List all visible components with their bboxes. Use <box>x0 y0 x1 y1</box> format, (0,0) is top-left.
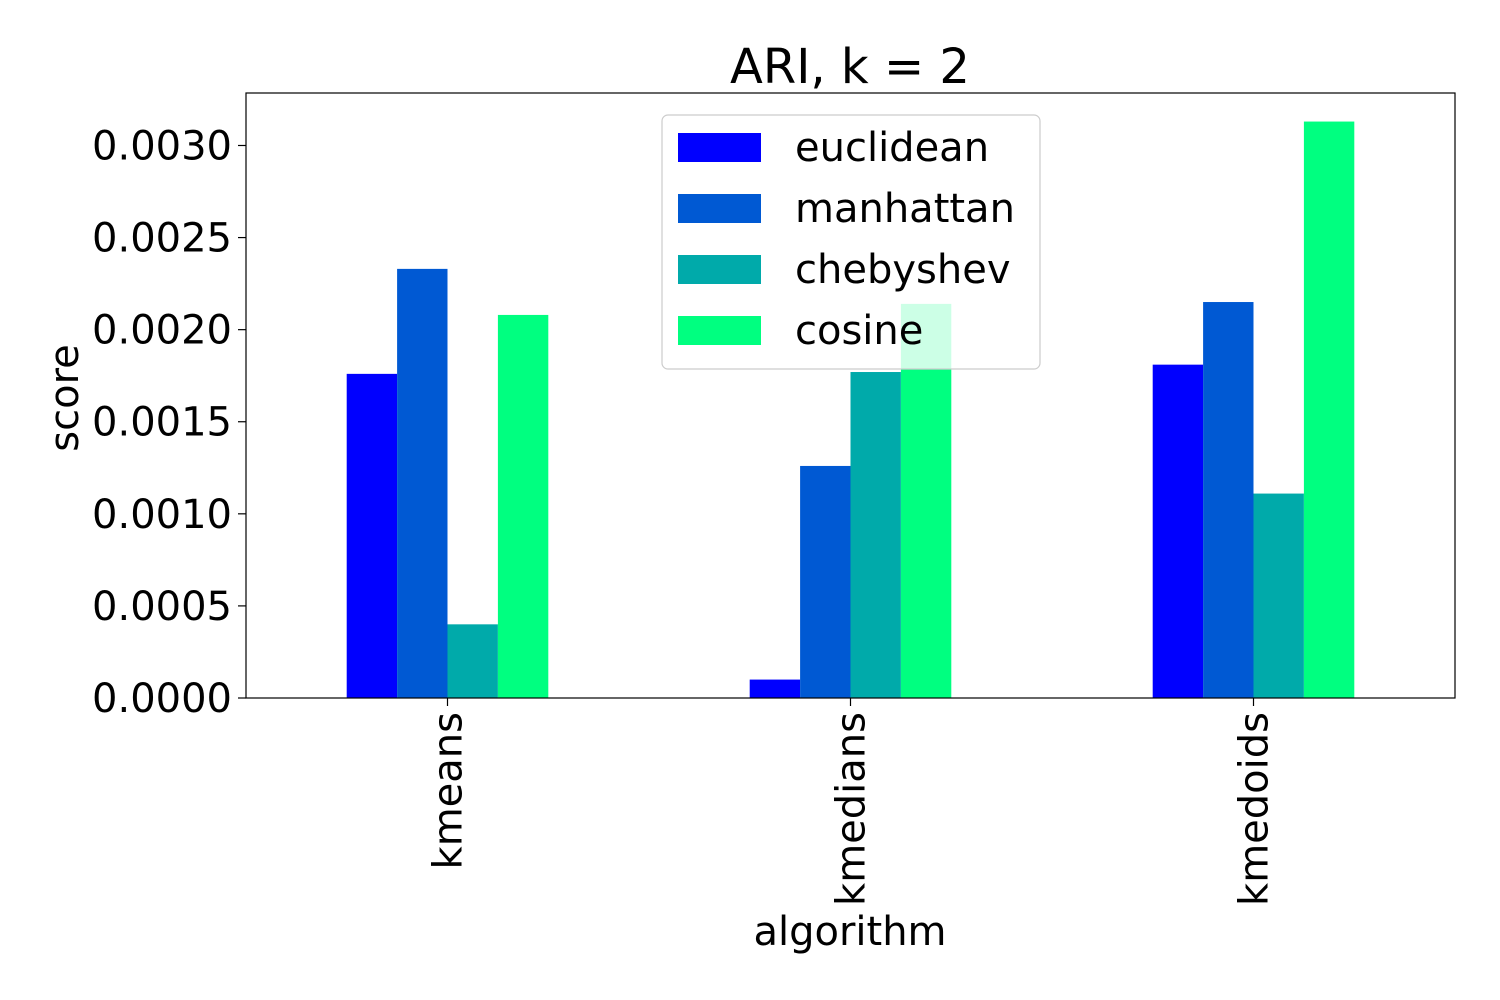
y-tick-label: 0.0020 <box>92 308 232 354</box>
bar-cosine-kmeans <box>497 314 549 698</box>
bar-euclidean-kmeans <box>346 373 398 698</box>
y-axis-label: score <box>42 344 88 451</box>
bar-chebyshev-kmedians <box>850 372 901 698</box>
y-tick-label: 0.0030 <box>92 123 232 169</box>
bar-cosine-kmedoids <box>1303 121 1355 699</box>
bar-manhattan-kmeans <box>397 268 448 698</box>
x-tick-label-kmeans: kmeans <box>426 712 472 869</box>
legend-swatch-chebyshev <box>678 255 761 284</box>
legend-swatch-cosine <box>678 316 761 345</box>
legend-label-cosine: cosine <box>795 308 923 354</box>
y-tick-label: 0.0000 <box>92 676 232 722</box>
bar-euclidean-kmedoids <box>1152 364 1204 698</box>
y-tick-label: 0.0025 <box>92 216 232 262</box>
bar-manhattan-kmedoids <box>1203 302 1254 698</box>
y-tick-label: 0.0010 <box>92 492 232 538</box>
legend-box <box>661 114 1041 370</box>
x-tick-label-kmedoids: kmedoids <box>1232 712 1278 906</box>
y-tick-label: 0.0005 <box>92 584 232 630</box>
legend-swatch-manhattan <box>678 194 761 223</box>
bar-chebyshev-kmeans <box>447 624 498 698</box>
legend-swatch-euclidean <box>678 133 761 162</box>
y-tick-label: 0.0015 <box>92 400 232 446</box>
legend-label-euclidean: euclidean <box>795 125 989 171</box>
legend-label-manhattan: manhattan <box>795 186 1015 232</box>
bar-euclidean-kmedians <box>749 679 801 698</box>
legend-label-chebyshev: chebyshev <box>795 247 1011 293</box>
x-tick-label-kmedians: kmedians <box>829 712 875 906</box>
bar-manhattan-kmedians <box>800 465 851 698</box>
chart-title: ARI, k = 2 <box>730 39 970 95</box>
bar-chebyshev-kmedoids <box>1253 493 1304 698</box>
x-axis-label: algorithm <box>753 909 946 955</box>
plot-area: 0.0000 0.0005 0.0010 0.0015 0.0020 0.0025 0.00… <box>92 92 1456 906</box>
legend: euclidean manhattan chebyshev cosine <box>661 114 1041 370</box>
